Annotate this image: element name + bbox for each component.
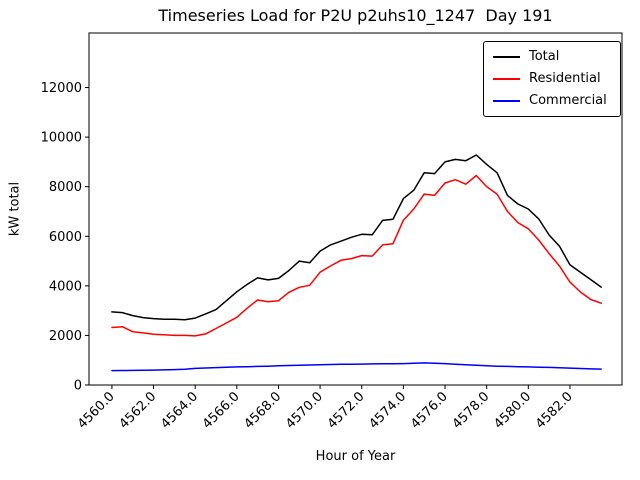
y-tick-label: 6000 — [49, 230, 82, 245]
y-tick-label: 12000 — [41, 81, 82, 96]
x-tick-label: 4572.0 — [325, 389, 368, 432]
chart-title: Timeseries Load for P2U p2uhs10_1247 Day… — [158, 6, 553, 25]
series-line-commercial — [111, 362, 602, 372]
x-tick-label: 4560.0 — [75, 389, 118, 432]
legend-label-residential: Residential — [529, 71, 601, 86]
y-tick-label: 8000 — [49, 180, 82, 195]
x-tick-label: 4564.0 — [158, 389, 201, 432]
commercial-line-sample — [493, 100, 520, 102]
x-tick-label: 4568.0 — [242, 389, 285, 432]
x-axis-label: Hour of Year — [315, 449, 396, 464]
y-tick-label: 10000 — [41, 131, 82, 146]
series-line-total — [111, 154, 602, 321]
x-tick-label: 4574.0 — [366, 389, 409, 432]
plot-border — [88, 32, 623, 386]
legend: Total Residential Commercial — [483, 41, 621, 117]
total-line-sample — [493, 56, 520, 58]
x-tick-label: 4582.0 — [533, 389, 576, 432]
x-tick-label: 4562.0 — [117, 389, 160, 432]
residential-line-sample — [493, 78, 520, 80]
x-tick-label: 4580.0 — [491, 389, 534, 432]
legend-item-commercial: Commercial — [484, 90, 620, 112]
y-tick-label: 2000 — [49, 329, 82, 344]
y-tick-label: 4000 — [49, 279, 82, 294]
x-tick-label: 4566.0 — [200, 389, 243, 432]
y-tick-label: 0 — [74, 379, 82, 394]
legend-label-commercial: Commercial — [529, 93, 607, 108]
legend-item-total: Total — [484, 46, 620, 68]
x-tick-label: 4576.0 — [408, 389, 451, 432]
legend-label-total: Total — [529, 49, 560, 64]
y-axis-label: kW total — [7, 181, 23, 237]
x-tick-label: 4570.0 — [283, 389, 326, 432]
series-line-residential — [111, 174, 602, 337]
legend-item-residential: Residential — [484, 68, 620, 90]
x-tick-label: 4578.0 — [450, 389, 493, 432]
